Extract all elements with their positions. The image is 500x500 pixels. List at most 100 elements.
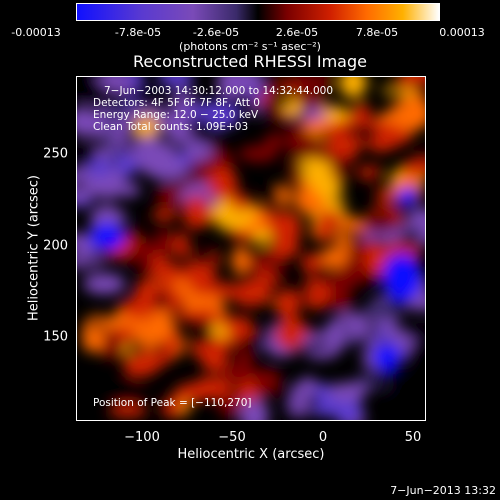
heatmap-blob xyxy=(80,258,98,265)
heatmap-blob xyxy=(184,194,210,230)
heatmap-blob xyxy=(122,132,145,143)
heatmap-blob xyxy=(97,99,120,106)
heatmap-blob xyxy=(297,344,318,353)
heatmap-blob xyxy=(271,234,300,259)
heatmap-blob xyxy=(237,269,261,282)
footer-timestamp: 7−Jun−2013 13:32 xyxy=(390,484,496,497)
heatmap-blob xyxy=(338,323,351,330)
heatmap-blob xyxy=(284,411,306,420)
heatmap-blob xyxy=(89,223,125,251)
heatmap-blob xyxy=(399,227,424,236)
heatmap-blob xyxy=(129,222,141,230)
heatmap-blob xyxy=(119,145,136,154)
heatmap-blob xyxy=(207,167,238,201)
heatmap-blob xyxy=(160,103,170,119)
heatmap-blob xyxy=(272,81,290,98)
heatmap-blob xyxy=(216,228,231,235)
heatmap-blob xyxy=(352,101,371,129)
heatmap-blob xyxy=(252,229,272,245)
heatmap-blob xyxy=(101,256,125,263)
heatmap-blob xyxy=(147,159,189,181)
heatmap-blob xyxy=(334,232,353,248)
heatmap-blob xyxy=(397,187,417,207)
heatmap-blob xyxy=(246,333,260,344)
heatmap-blob xyxy=(306,394,320,410)
annotation-clean-counts: Clean Total counts: 1.09E+03 xyxy=(93,121,249,133)
y-tick-label: 200 xyxy=(43,238,68,254)
heatmap-blob xyxy=(189,340,232,358)
heatmap-blob xyxy=(121,386,145,403)
heatmap-blob xyxy=(311,266,330,283)
heatmap-blob xyxy=(77,167,98,204)
heatmap-blob xyxy=(115,182,141,198)
heatmap-blob xyxy=(123,371,134,385)
heatmap-blob xyxy=(178,236,191,242)
colorbar-unit-label: (photons cm⁻² s⁻¹ asec⁻²) xyxy=(179,40,321,53)
heatmap-blob xyxy=(230,281,273,307)
heatmap-blob xyxy=(77,106,98,137)
heatmap-blob xyxy=(290,165,306,178)
heatmap-blob xyxy=(364,240,386,276)
heatmap-blob xyxy=(162,395,174,403)
heatmap-blob xyxy=(339,77,367,98)
heatmap-blob xyxy=(264,132,286,149)
heatmap-blob xyxy=(122,352,159,378)
heatmap-blob xyxy=(376,210,387,225)
heatmap-blob xyxy=(177,92,197,102)
heatmap-blob xyxy=(342,161,353,173)
heatmap-blob xyxy=(395,91,404,106)
heatmap-blob xyxy=(332,267,356,294)
heatmap-blob xyxy=(258,102,278,113)
x-tick-label: 0 xyxy=(318,430,328,445)
heatmap-blob xyxy=(275,288,301,319)
heatmap-blob xyxy=(217,392,246,418)
heatmap-blob xyxy=(412,81,425,94)
colorbar-tick-label: -2.6e-05 xyxy=(192,26,240,39)
annotation-time-range: 7−Jun−2003 14:30:12.000 to 14:32:44.000 xyxy=(104,85,334,97)
heatmap-blob xyxy=(171,389,214,402)
heatmap-blob xyxy=(354,124,378,143)
heatmap-blob xyxy=(92,317,102,332)
heatmap-blob xyxy=(137,96,159,110)
heatmap-blob xyxy=(314,383,334,407)
heatmap-blob xyxy=(81,327,105,353)
heatmap-blob xyxy=(231,193,251,212)
heatmap-blob xyxy=(136,341,146,353)
colorbar xyxy=(76,3,440,21)
colorbar-tick-label: 7.8e-05 xyxy=(355,26,399,39)
heatmap-blob xyxy=(194,308,220,324)
annotation-detectors: Detectors: 4F 5F 6F 7F 8F, Att 0 xyxy=(93,97,260,109)
heatmap-blob xyxy=(198,320,214,337)
heatmap-blob xyxy=(385,369,402,382)
colorbar-gradient xyxy=(77,4,439,20)
annotation-peak-position: Position of Peak = [−110,270] xyxy=(93,397,252,409)
heatmap-blob xyxy=(207,139,223,147)
heatmap-blob xyxy=(153,229,173,257)
x-tick-label: −50 xyxy=(218,430,246,445)
heatmap-blob xyxy=(303,275,329,310)
x-axis-label: Heliocentric X (arcsec) xyxy=(177,447,325,462)
heatmap-blob xyxy=(294,77,316,90)
heatmap-blob xyxy=(252,367,282,396)
chart-title: Reconstructed RHESSI Image xyxy=(133,52,367,71)
heatmap-blob xyxy=(275,316,308,351)
heatmap-blob xyxy=(280,391,291,408)
colorbar-tick-label: 0.00013 xyxy=(439,26,485,39)
heatmap-blob xyxy=(236,338,251,352)
heatmap-blob xyxy=(359,339,368,349)
y-tick-label: 250 xyxy=(43,146,68,162)
colorbar-tick-label: -7.8e-05 xyxy=(114,26,162,39)
heatmap-blob xyxy=(232,96,255,115)
heatmap-blob xyxy=(151,208,177,222)
heatmap-blob xyxy=(172,230,191,259)
colorbar-tick-label: -0.00013 xyxy=(11,26,61,39)
heatmap-blob xyxy=(417,146,425,159)
heatmap-blob xyxy=(108,403,148,418)
heatmap-blob xyxy=(117,325,134,344)
annotation-energy-range: Energy Range: 12.0 − 25.0 keV xyxy=(93,109,259,121)
heatmap-blob xyxy=(362,273,378,290)
heatmap-blob xyxy=(244,302,257,314)
heatmap-blob xyxy=(293,158,333,184)
heatmap-blob xyxy=(403,326,425,340)
heatmap-blob xyxy=(313,177,341,197)
